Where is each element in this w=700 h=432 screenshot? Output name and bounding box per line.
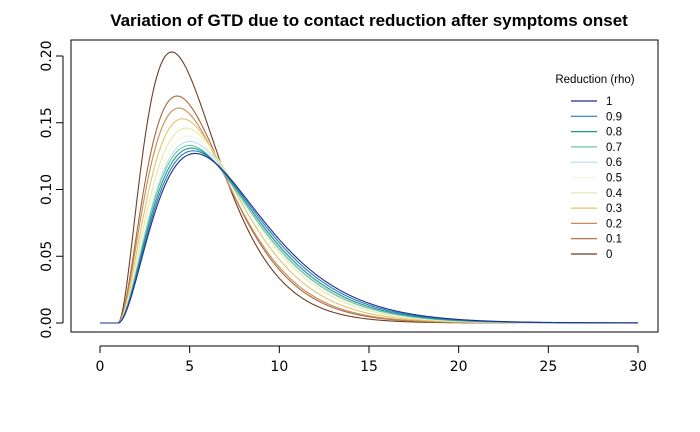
legend-label: 0.1	[606, 234, 622, 246]
legend-label: 0.3	[606, 203, 622, 215]
legend-item-1: 1	[571, 96, 612, 108]
legend-title: Reduction (rho)	[555, 74, 634, 86]
legend-item-0-6: 0.6	[571, 157, 622, 169]
legend-item-0-3: 0.3	[571, 203, 622, 215]
legend-label: 0.4	[606, 188, 623, 200]
plot-frame	[70, 39, 659, 333]
series-lines	[100, 51, 639, 324]
series-line-0-3	[100, 118, 638, 324]
chart-title: Variation of GTD due to contact reductio…	[110, 11, 628, 30]
x-tick-label: 10	[270, 359, 288, 375]
legend-item-0-1: 0.1	[571, 234, 622, 246]
x-tick-label: 0	[96, 359, 105, 375]
legend-item-0: 0	[571, 249, 612, 261]
legend-item-0-2: 0.2	[571, 218, 622, 230]
x-tick-label: 25	[539, 359, 557, 375]
legend-item-0-4: 0.4	[571, 188, 623, 200]
series-line-0-9	[100, 150, 638, 324]
series-line-0-2	[100, 107, 638, 324]
x-axis: 0 5 10 15 20 25 30	[96, 345, 647, 375]
legend-item-0-5: 0.5	[571, 173, 622, 185]
series-line-0-7	[100, 144, 639, 324]
series-line-0-5	[100, 135, 638, 324]
legend-item-0-9: 0.9	[571, 111, 622, 123]
x-tick-label: 15	[360, 359, 378, 375]
y-tick-label: 0.15	[39, 107, 55, 138]
x-tick-label: 5	[185, 359, 194, 375]
legend-label: 0.2	[606, 218, 622, 230]
series-line-1	[100, 152, 638, 324]
series-line-0-6	[100, 140, 638, 324]
series-line-0-4	[100, 127, 638, 324]
series-line-0	[100, 51, 638, 324]
y-tick-label: 0.10	[39, 174, 55, 205]
y-axis: 0.00 0.05 0.10 0.15 0.20	[39, 40, 64, 339]
legend-label: 0.5	[606, 173, 622, 185]
legend-label: 0.7	[606, 142, 622, 154]
series-line-0-1	[100, 95, 638, 324]
legend-label: 0	[606, 249, 612, 261]
series-line-0-8	[100, 147, 638, 324]
legend-label: 0.8	[606, 127, 622, 139]
x-tick-label: 20	[450, 359, 468, 375]
y-tick-label: 0.20	[39, 40, 55, 71]
legend-item-0-8: 0.8	[571, 127, 622, 139]
y-tick-label: 0.05	[39, 241, 55, 272]
legend-label: 0.9	[606, 111, 622, 123]
legend-label: 0.6	[606, 157, 622, 169]
y-tick-label: 0.00	[39, 307, 55, 338]
legend-item-0-7: 0.7	[571, 142, 622, 154]
legend: Reduction (rho) 1 0.9 0.8 0.7 0.6 0.5 0.4 0.3 0.…	[555, 74, 634, 261]
x-tick-label: 30	[629, 359, 647, 375]
legend-label: 1	[606, 96, 612, 108]
legend-items: 1 0.9 0.8 0.7 0.6 0.5 0.4 0.3 0.2 0.1 0	[571, 96, 623, 261]
